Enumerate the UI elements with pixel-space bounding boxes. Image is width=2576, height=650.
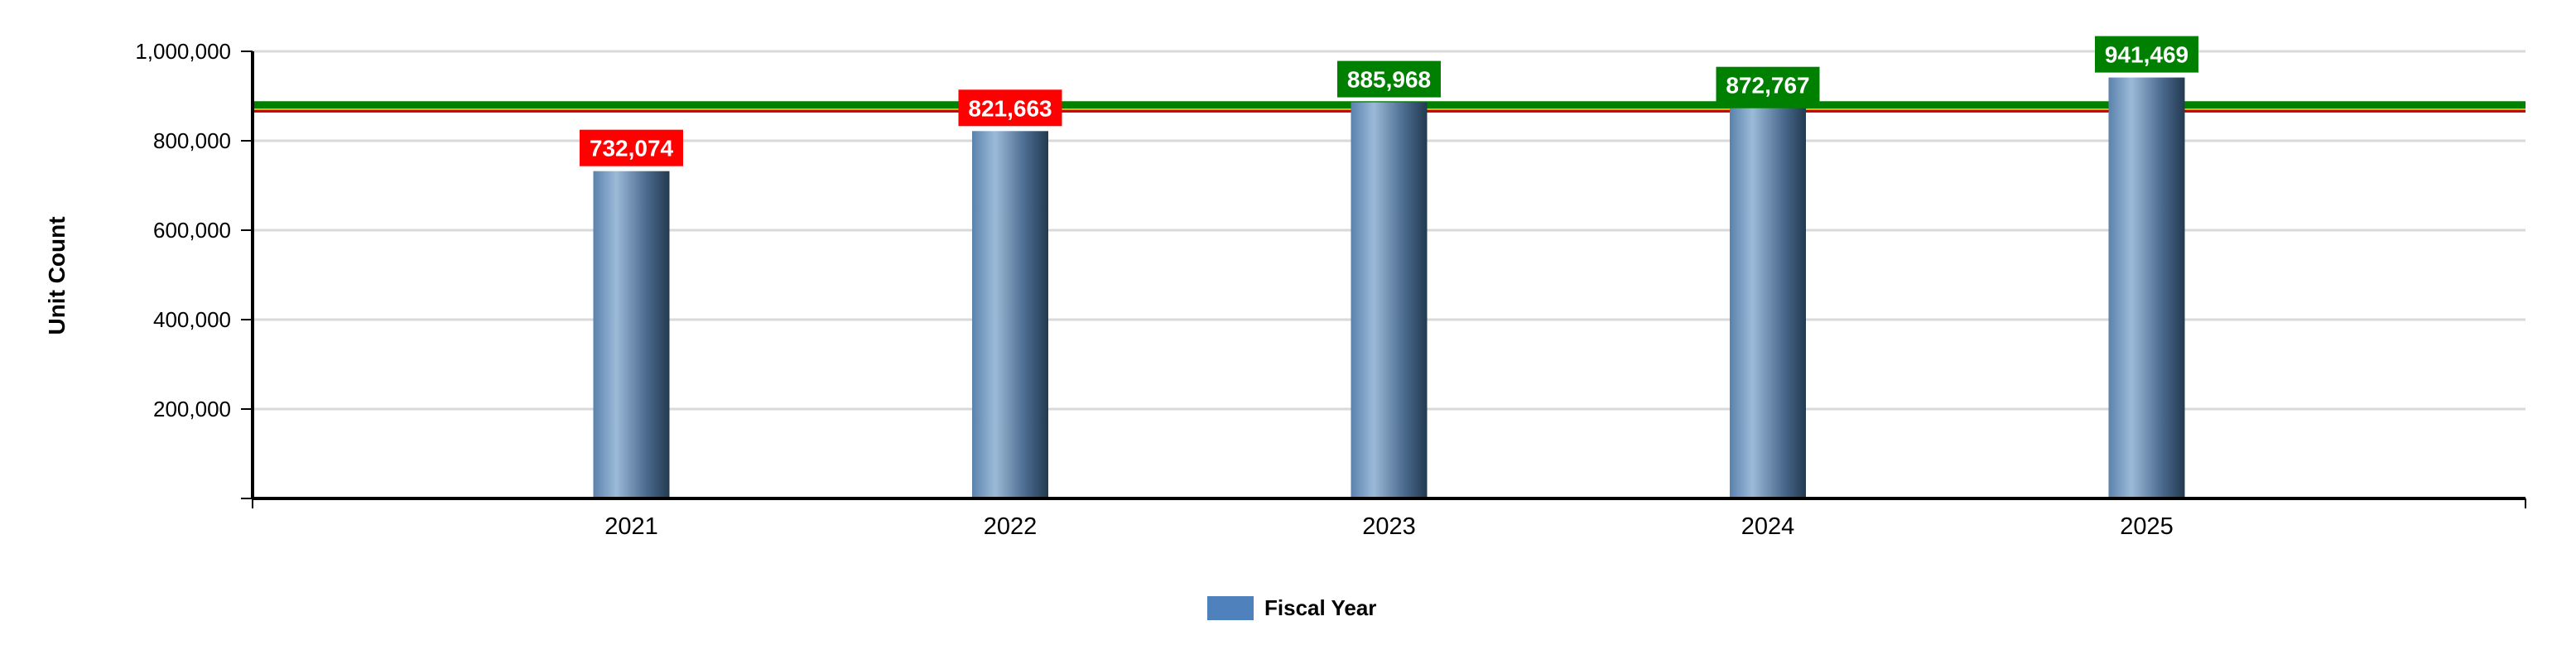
y-tick-label: 400,000 [153, 307, 231, 332]
bar [2108, 77, 2185, 498]
data-label-text: 821,663 [968, 95, 1052, 121]
legend[interactable]: Fiscal Year [1207, 595, 1376, 620]
bar [593, 171, 670, 498]
data-labels: 732,074 821,663 885,968 872,767 941,469 [580, 36, 2198, 166]
y-tick-label: 200,000 [153, 397, 231, 421]
bars [593, 77, 2185, 499]
bar [972, 131, 1048, 498]
axes: 200,000 400,000 600,000 800,000 1,000,000 202… [135, 39, 2526, 540]
y-tick-label: 1,000,000 [135, 39, 231, 64]
data-label-text: 885,968 [1347, 67, 1431, 93]
data-label: 885,968 [1337, 60, 1441, 98]
bar [1730, 108, 1806, 499]
data-label: 941,469 [2095, 36, 2198, 73]
data-label-text: 872,767 [1726, 73, 1809, 99]
x-tick-label: 2023 [1362, 513, 1416, 540]
y-axis-title: Unit Count [44, 216, 70, 335]
bar [1351, 102, 1428, 499]
data-label-box [1337, 60, 1441, 98]
data-label-text: 941,469 [2105, 42, 2188, 68]
legend-swatch [1207, 596, 1254, 620]
x-tick-label: 2024 [1741, 513, 1795, 540]
data-label-box [1716, 66, 1820, 104]
y-tick-label: 600,000 [153, 218, 231, 243]
data-label-box [580, 129, 683, 166]
y-tick-label: 800,000 [153, 128, 231, 153]
data-label: 821,663 [958, 89, 1062, 127]
data-label-box [2095, 36, 2198, 73]
x-tick-label: 2025 [2120, 513, 2174, 540]
x-tick-label: 2021 [604, 513, 658, 540]
legend-label: Fiscal Year [1264, 595, 1376, 620]
x-tick-label: 2022 [984, 513, 1038, 540]
data-label-text: 732,074 [590, 136, 674, 161]
data-label: 872,767 [1716, 66, 1820, 104]
data-label-box [958, 89, 1062, 127]
data-label: 732,074 [580, 129, 683, 166]
